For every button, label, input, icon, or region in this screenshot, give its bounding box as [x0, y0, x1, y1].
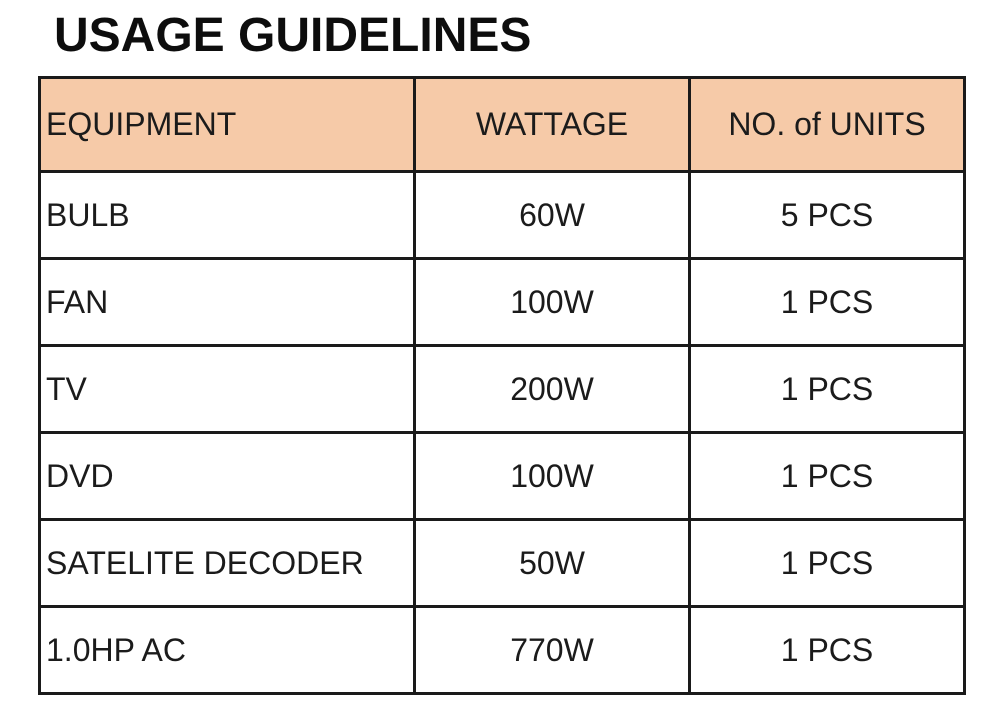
wattage-cell: 50W: [413, 518, 691, 608]
units-cell: 1 PCS: [688, 518, 966, 608]
column-header-units: NO. of UNITS: [688, 76, 966, 173]
wattage-cell: 770W: [413, 605, 691, 695]
wattage-cell: 200W: [413, 344, 691, 434]
units-cell: 1 PCS: [688, 257, 966, 347]
units-cell: 1 PCS: [688, 431, 966, 521]
column-header-equipment: EQUIPMENT: [38, 76, 416, 173]
equipment-cell: TV: [38, 344, 416, 434]
table-row: DVD 100W 1 PCS: [38, 431, 966, 521]
column-header-wattage: WATTAGE: [413, 76, 691, 173]
table-body: BULB 60W 5 PCS FAN 100W 1 PCS TV 200W 1 …: [38, 170, 966, 695]
table-row: TV 200W 1 PCS: [38, 344, 966, 434]
equipment-cell: FAN: [38, 257, 416, 347]
page-title: USAGE GUIDELINES: [54, 9, 532, 62]
wattage-cell: 100W: [413, 257, 691, 347]
table-row: BULB 60W 5 PCS: [38, 170, 966, 260]
usage-table: EQUIPMENT WATTAGE NO. of UNITS BULB 60W …: [38, 76, 966, 695]
wattage-cell: 100W: [413, 431, 691, 521]
table-row: FAN 100W 1 PCS: [38, 257, 966, 347]
equipment-cell: 1.0HP AC: [38, 605, 416, 695]
table-row: 1.0HP AC 770W 1 PCS: [38, 605, 966, 695]
units-cell: 1 PCS: [688, 605, 966, 695]
header-row: EQUIPMENT WATTAGE NO. of UNITS: [38, 76, 966, 173]
equipment-cell: BULB: [38, 170, 416, 260]
table-row: SATELITE DECODER 50W 1 PCS: [38, 518, 966, 608]
wattage-cell: 60W: [413, 170, 691, 260]
units-cell: 1 PCS: [688, 344, 966, 434]
equipment-cell: SATELITE DECODER: [38, 518, 416, 608]
table-header: EQUIPMENT WATTAGE NO. of UNITS: [38, 76, 966, 173]
units-cell: 5 PCS: [688, 170, 966, 260]
equipment-cell: DVD: [38, 431, 416, 521]
